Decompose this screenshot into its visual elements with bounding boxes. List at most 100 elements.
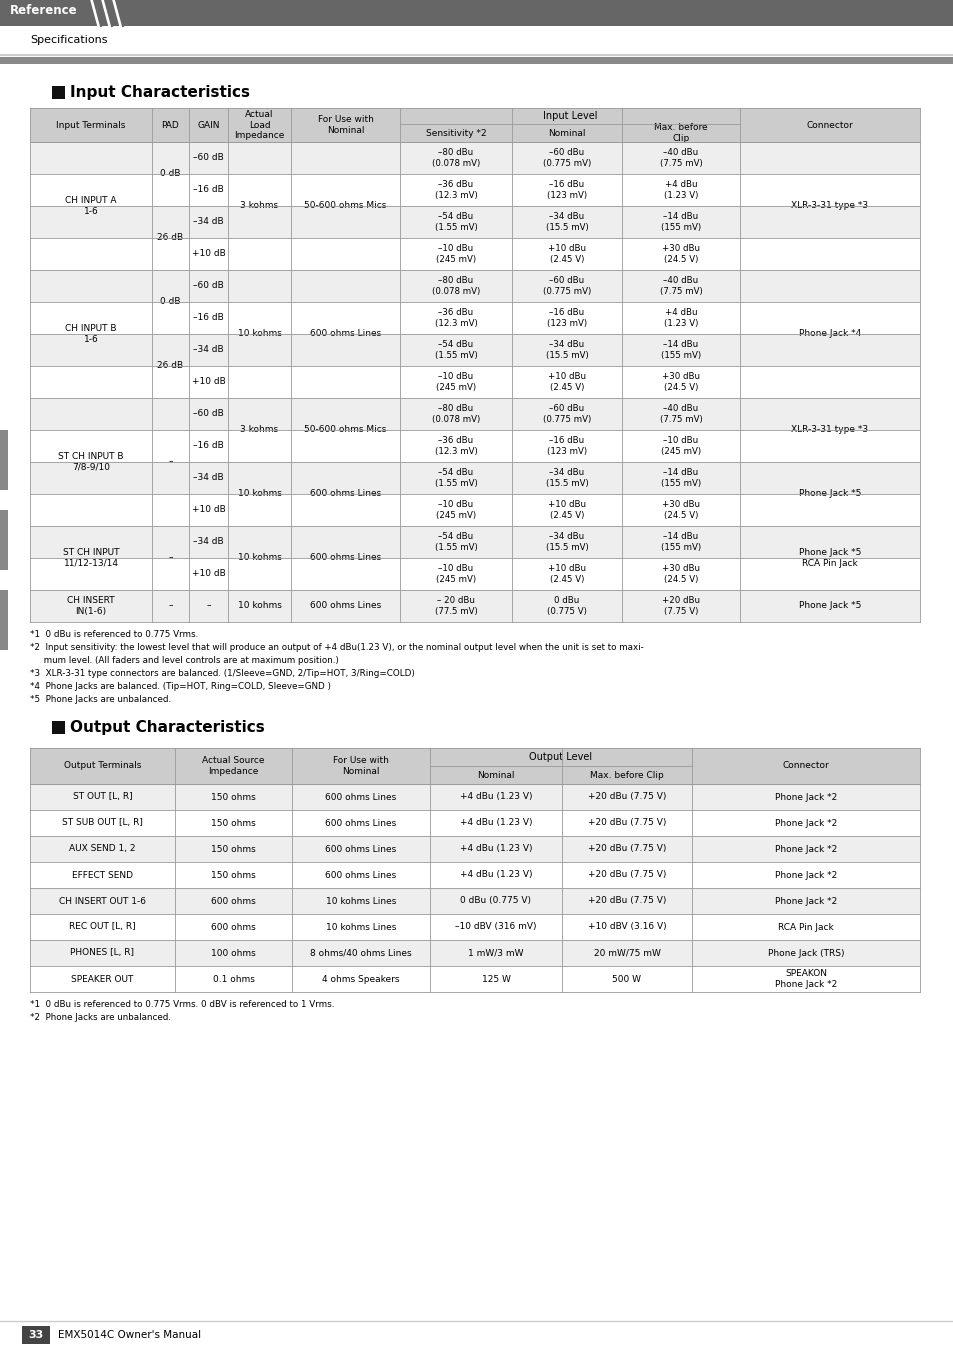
Text: –60 dBu
(0.775 mV): –60 dBu (0.775 mV) — [542, 149, 591, 168]
Text: +20 dBu (7.75 V): +20 dBu (7.75 V) — [587, 844, 665, 854]
Bar — [30, 494, 919, 526]
Text: –: – — [168, 554, 172, 562]
Text: 26 dB: 26 dB — [157, 234, 183, 242]
Text: 33: 33 — [29, 1329, 44, 1340]
Text: –54 dBu
(1.55 mV): –54 dBu (1.55 mV) — [435, 469, 476, 488]
Text: PHONES [L, R]: PHONES [L, R] — [71, 948, 134, 958]
Text: ST CH INPUT B
7/8-9/10: ST CH INPUT B 7/8-9/10 — [58, 453, 124, 471]
Text: *3  XLR-3-31 type connectors are balanced. (1/Sleeve=GND, 2/Tip=HOT, 3/Ring=COLD: *3 XLR-3-31 type connectors are balanced… — [30, 669, 415, 678]
Text: –34 dB: –34 dB — [193, 538, 224, 547]
Text: 100 ohms: 100 ohms — [211, 948, 255, 958]
Bar — [30, 462, 919, 494]
Text: Actual Source
Impedance: Actual Source Impedance — [202, 757, 265, 775]
Text: +4 dBu (1.23 V): +4 dBu (1.23 V) — [459, 844, 532, 854]
Text: –80 dBu
(0.078 mV): –80 dBu (0.078 mV) — [432, 404, 479, 424]
Bar — [30, 270, 919, 303]
Text: Nominal: Nominal — [548, 128, 585, 138]
Text: 20 mW/75 mW: 20 mW/75 mW — [593, 948, 659, 958]
Bar — [52, 86, 65, 99]
Bar — [0, 57, 953, 63]
Text: Phone Jack *5
RCA Pin Jack: Phone Jack *5 RCA Pin Jack — [798, 549, 861, 567]
Text: Input Level: Input Level — [542, 111, 597, 122]
Text: 600 ohms: 600 ohms — [211, 923, 255, 931]
Text: –60 dBu
(0.775 mV): –60 dBu (0.775 mV) — [542, 404, 591, 424]
Text: Phone Jack (TRS): Phone Jack (TRS) — [767, 948, 843, 958]
Text: 600 ohms Lines: 600 ohms Lines — [325, 844, 396, 854]
Bar — [30, 590, 919, 621]
Text: PAD: PAD — [161, 120, 179, 130]
Text: +10 dBu
(2.45 V): +10 dBu (2.45 V) — [547, 245, 585, 263]
Text: Phone Jack *2: Phone Jack *2 — [774, 897, 836, 905]
Text: –16 dB: –16 dB — [193, 185, 224, 195]
Text: *1  0 dBu is referenced to 0.775 Vrms.: *1 0 dBu is referenced to 0.775 Vrms. — [30, 630, 198, 639]
Text: 10 kohms: 10 kohms — [237, 601, 281, 611]
Text: ST SUB OUT [L, R]: ST SUB OUT [L, R] — [62, 819, 143, 828]
Text: *1  0 dBu is referenced to 0.775 Vrms. 0 dBV is referenced to 1 Vrms.: *1 0 dBu is referenced to 0.775 Vrms. 0 … — [30, 1000, 334, 1009]
Bar — [30, 558, 919, 590]
Text: –34 dB: –34 dB — [193, 218, 224, 227]
Text: Phone Jack *4: Phone Jack *4 — [798, 330, 861, 339]
Text: *2  Input sensitivity: the lowest level that will produce an output of +4 dBu(1.: *2 Input sensitivity: the lowest level t… — [30, 643, 643, 653]
Text: –10 dBu
(245 mV): –10 dBu (245 mV) — [436, 373, 476, 392]
Text: For Use with
Nominal: For Use with Nominal — [333, 757, 389, 775]
Text: XLR-3-31 type *3: XLR-3-31 type *3 — [791, 201, 867, 211]
Text: 600 ohms Lines: 600 ohms Lines — [310, 601, 381, 611]
Text: Nominal: Nominal — [476, 770, 515, 780]
Text: –16 dBu
(123 mV): –16 dBu (123 mV) — [546, 180, 586, 200]
Text: –34 dBu
(15.5 mV): –34 dBu (15.5 mV) — [545, 340, 588, 359]
Text: +10 dB: +10 dB — [192, 250, 225, 258]
Text: ST OUT [L, R]: ST OUT [L, R] — [72, 793, 132, 801]
Text: –54 dBu
(1.55 mV): –54 dBu (1.55 mV) — [435, 532, 476, 551]
Text: Phone Jack *2: Phone Jack *2 — [774, 870, 836, 880]
Text: –54 dBu
(1.55 mV): –54 dBu (1.55 mV) — [435, 340, 476, 359]
Text: –16 dBu
(123 mV): –16 dBu (123 mV) — [546, 308, 586, 328]
Text: –40 dBu
(7.75 mV): –40 dBu (7.75 mV) — [659, 277, 701, 296]
Text: 600 ohms Lines: 600 ohms Lines — [325, 819, 396, 828]
Bar — [0, 0, 953, 26]
Text: *4  Phone Jacks are balanced. (Tip=HOT, Ring=COLD, Sleeve=GND ): *4 Phone Jacks are balanced. (Tip=HOT, R… — [30, 682, 331, 690]
Text: 4 ohms Speakers: 4 ohms Speakers — [322, 974, 399, 984]
Bar — [30, 430, 919, 462]
Text: 0 dB: 0 dB — [160, 169, 180, 178]
Bar — [30, 399, 919, 430]
Text: 500 W: 500 W — [612, 974, 640, 984]
Text: +30 dBu
(24.5 V): +30 dBu (24.5 V) — [661, 373, 700, 392]
Text: 600 ohms Lines: 600 ohms Lines — [325, 793, 396, 801]
Bar — [30, 108, 919, 142]
Text: Output Characteristics: Output Characteristics — [70, 720, 265, 735]
Text: 150 ohms: 150 ohms — [211, 819, 255, 828]
Text: 10 kohms Lines: 10 kohms Lines — [326, 923, 395, 931]
Text: – 20 dBu
(77.5 mV): – 20 dBu (77.5 mV) — [435, 596, 476, 616]
Bar — [30, 334, 919, 366]
Text: Specifications: Specifications — [30, 35, 108, 45]
Text: –36 dBu
(12.3 mV): –36 dBu (12.3 mV) — [435, 436, 476, 455]
Text: –14 dBu
(155 mV): –14 dBu (155 mV) — [660, 340, 700, 359]
Text: –34 dB: –34 dB — [193, 473, 224, 482]
Text: +20 dBu
(7.75 V): +20 dBu (7.75 V) — [661, 596, 700, 616]
Text: –34 dBu
(15.5 mV): –34 dBu (15.5 mV) — [545, 212, 588, 232]
Text: +30 dBu
(24.5 V): +30 dBu (24.5 V) — [661, 500, 700, 520]
Text: +20 dBu (7.75 V): +20 dBu (7.75 V) — [587, 897, 665, 905]
Text: +30 dBu
(24.5 V): +30 dBu (24.5 V) — [661, 245, 700, 263]
Text: –16 dB: –16 dB — [193, 313, 224, 323]
Text: +20 dBu (7.75 V): +20 dBu (7.75 V) — [587, 793, 665, 801]
Text: –16 dB: –16 dB — [193, 442, 224, 450]
Text: 600 ohms Lines: 600 ohms Lines — [310, 330, 381, 339]
Text: Phone Jack *2: Phone Jack *2 — [774, 793, 836, 801]
Text: Output Level: Output Level — [529, 753, 592, 762]
Text: –54 dBu
(1.55 mV): –54 dBu (1.55 mV) — [435, 212, 476, 232]
Text: –34 dBu
(15.5 mV): –34 dBu (15.5 mV) — [545, 532, 588, 551]
Text: 8 ohms/40 ohms Lines: 8 ohms/40 ohms Lines — [310, 948, 412, 958]
Text: Phone Jack *5: Phone Jack *5 — [798, 489, 861, 499]
Text: REC OUT [L, R]: REC OUT [L, R] — [70, 923, 135, 931]
Text: Actual
Load
Impedance: Actual Load Impedance — [234, 109, 284, 141]
Text: –10 dBu
(245 mV): –10 dBu (245 mV) — [660, 436, 700, 455]
Text: 10 kohms: 10 kohms — [237, 489, 281, 499]
Bar — [30, 940, 919, 966]
Text: –16 dBu
(123 mV): –16 dBu (123 mV) — [546, 436, 586, 455]
Bar — [52, 721, 65, 734]
Text: +4 dBu (1.23 V): +4 dBu (1.23 V) — [459, 870, 532, 880]
Text: –36 dBu
(12.3 mV): –36 dBu (12.3 mV) — [435, 308, 476, 328]
Text: 3 kohms: 3 kohms — [240, 201, 278, 211]
Text: +10 dB: +10 dB — [192, 377, 225, 386]
